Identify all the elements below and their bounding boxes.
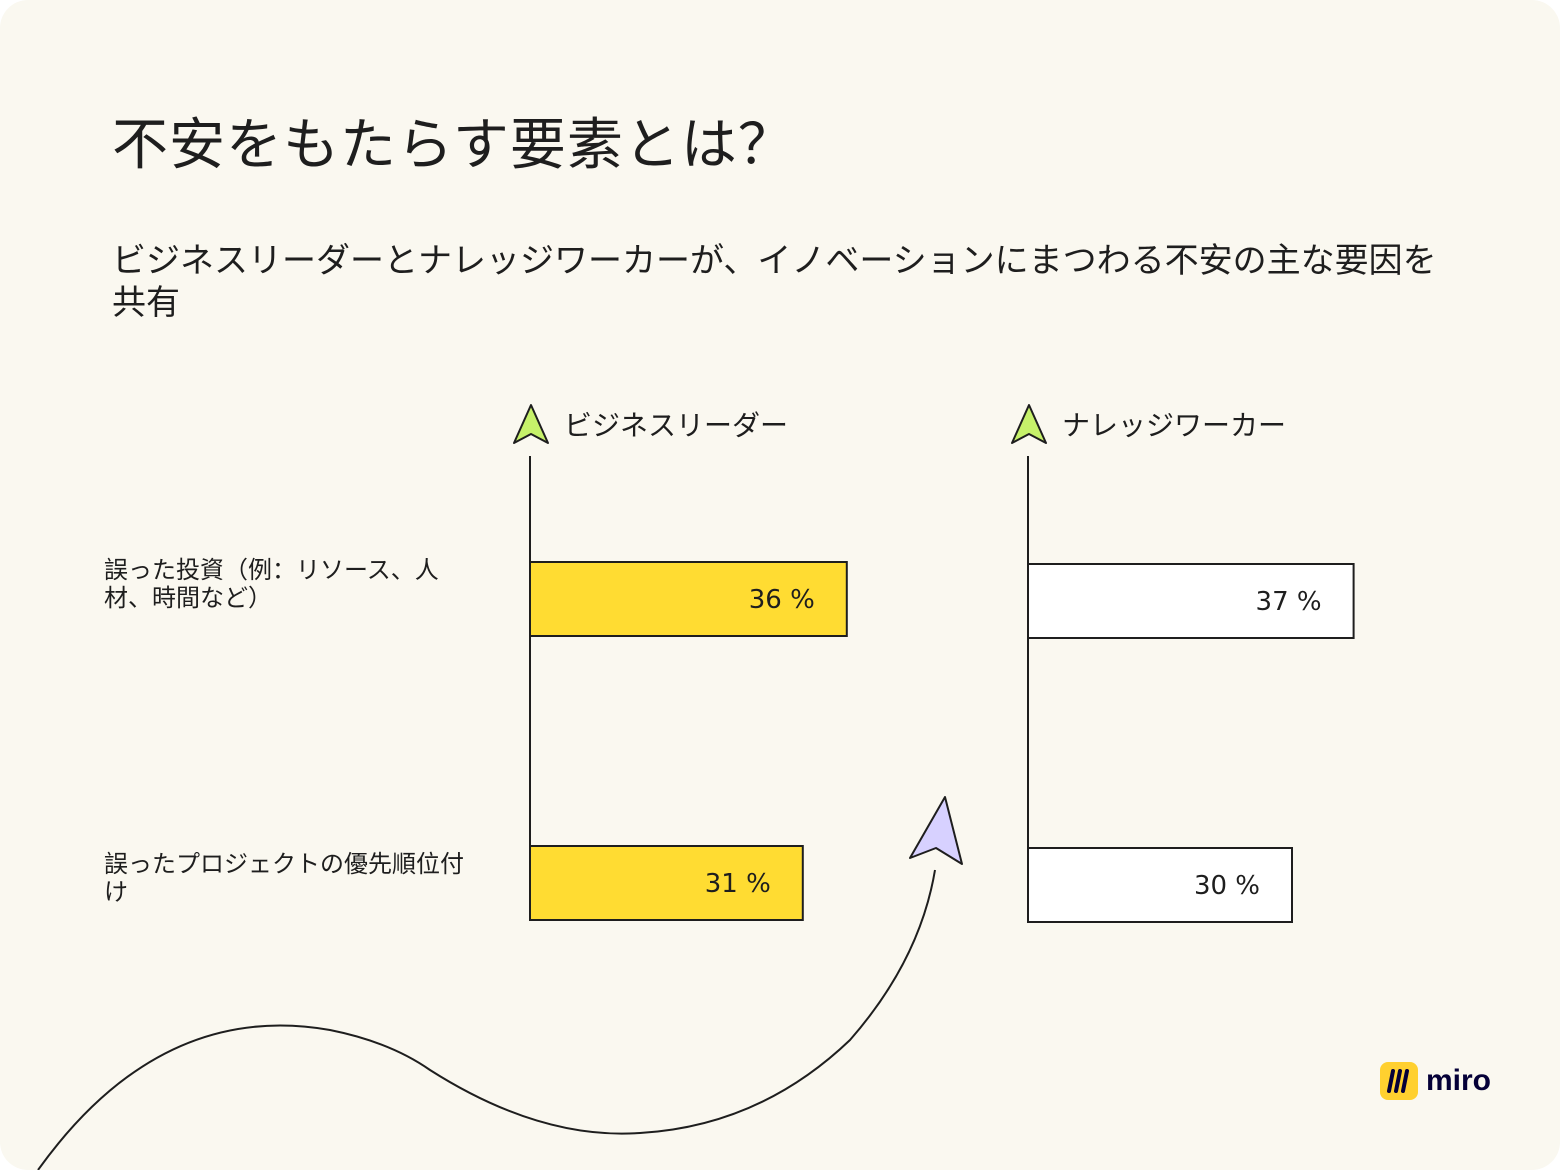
decorative-curve bbox=[37, 869, 936, 1170]
category-label: 誤った投資（例：リソース、人材、時間など） bbox=[104, 556, 439, 612]
miro-logo: miro bbox=[1380, 1062, 1491, 1100]
brand-name: miro bbox=[1426, 1064, 1492, 1097]
bar-value-label: 31 % bbox=[705, 869, 771, 899]
series-name: ナレッジワーカー bbox=[1062, 409, 1287, 442]
bar bbox=[529, 845, 804, 921]
bar bbox=[529, 561, 848, 637]
arrow-pointer-icon bbox=[909, 796, 963, 865]
miro-logo-icon bbox=[1380, 1062, 1418, 1100]
bar-value-label: 30 % bbox=[1194, 871, 1260, 901]
category-label: 誤ったプロジェクトの優先順位付け bbox=[104, 850, 464, 906]
arrow-up-icon bbox=[1011, 404, 1047, 444]
arrow-up-icon bbox=[513, 404, 549, 444]
page-title: 不安をもたらす要素とは？ bbox=[112, 113, 795, 178]
page-subtitle: ビジネスリーダーとナレッジワーカーが、イノベーションにまつわる不安の主な要因を共… bbox=[112, 241, 1437, 323]
bar-value-label: 36 % bbox=[749, 585, 815, 615]
bar-value-label: 37 % bbox=[1256, 587, 1322, 617]
bar bbox=[1027, 563, 1355, 639]
bar bbox=[1027, 847, 1293, 923]
series-header-business-leaders: ビジネスリーダー bbox=[512, 402, 788, 446]
series-header-knowledge-workers: ナレッジワーカー bbox=[1010, 402, 1286, 446]
series-name: ビジネスリーダー bbox=[564, 409, 789, 442]
